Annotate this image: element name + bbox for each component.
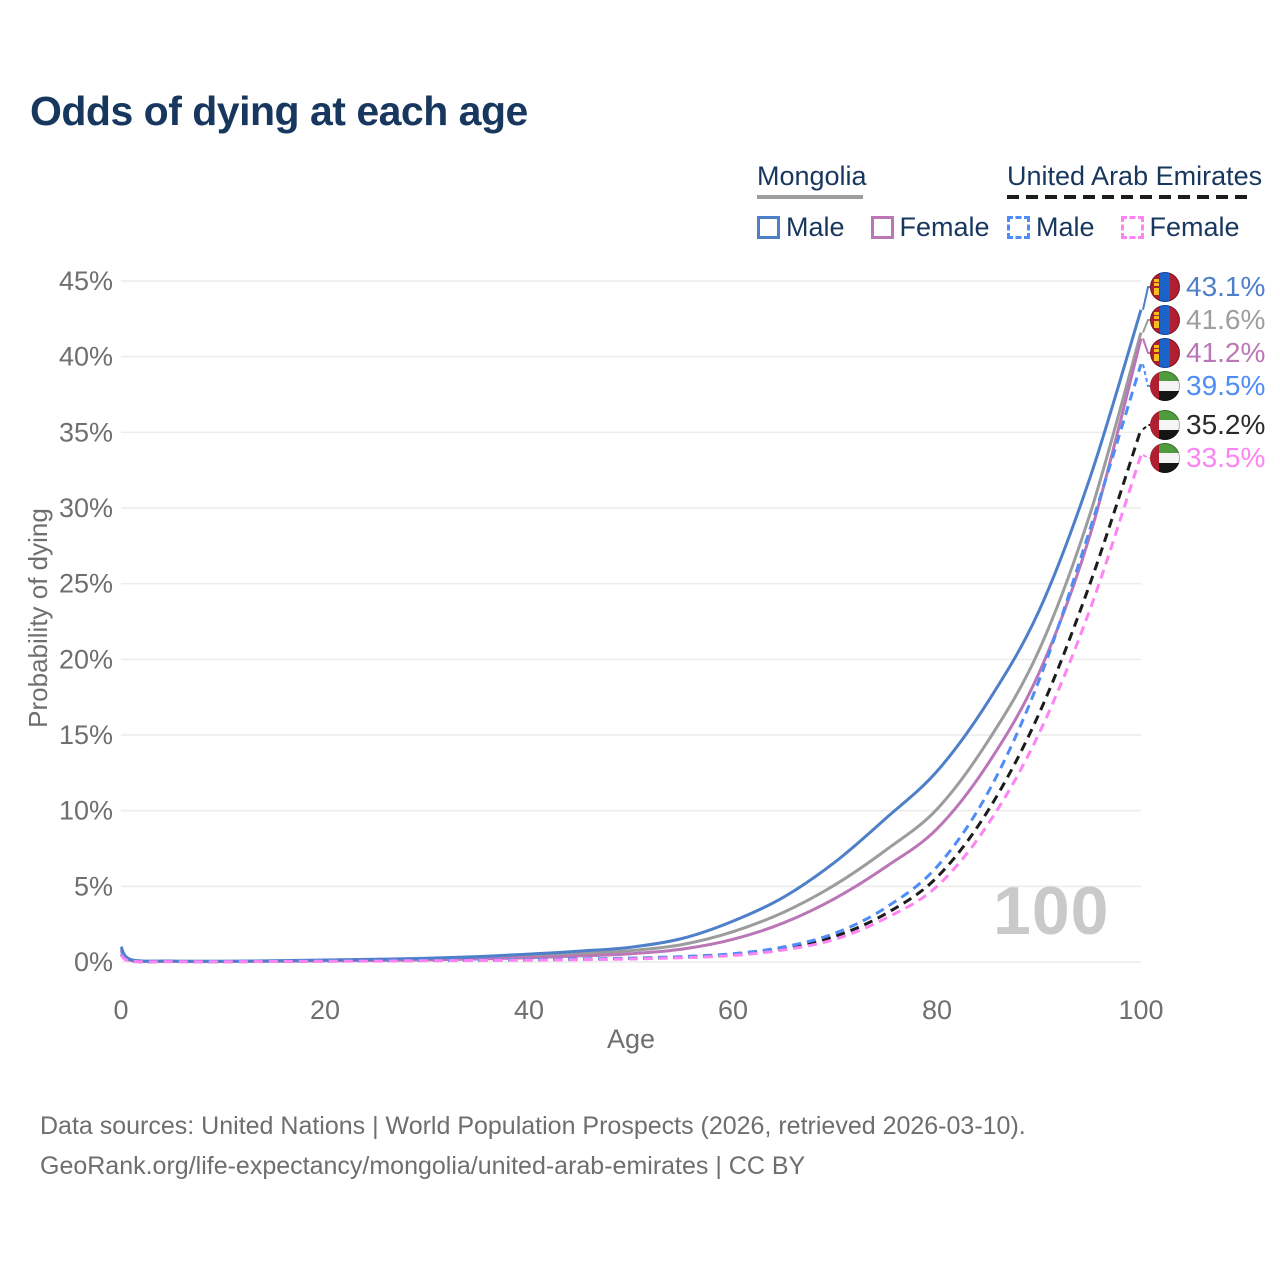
series-line-mongolia-male — [119, 309, 1143, 963]
series-line-mongolia-total — [119, 332, 1143, 963]
x-axis-title: Age — [607, 1024, 655, 1054]
y-tick-label: 0% — [74, 947, 113, 977]
x-tick-label: 0 — [113, 995, 128, 1025]
x-tick-label: 80 — [922, 995, 952, 1025]
legend-group-uae: United Arab Emirates Male Female — [1007, 161, 1266, 243]
y-tick-label: 30% — [59, 493, 113, 523]
legend-item-mongolia-male[interactable]: Male — [757, 212, 845, 243]
end-label-value: 43.1% — [1186, 271, 1266, 302]
y-tick-label: 25% — [59, 569, 113, 599]
y-tick-label: 5% — [74, 871, 113, 901]
end-label-mongolia-total: 41.6% — [1150, 304, 1265, 336]
legend-item-label: Male — [786, 212, 845, 242]
legend-swatch-uae-female — [1120, 216, 1144, 239]
uae-flag-icon — [1150, 410, 1180, 440]
end-label-mongolia-male: 43.1% — [1150, 271, 1265, 303]
x-tick-label: 100 — [1118, 995, 1163, 1025]
legend-item-uae-female[interactable]: Female — [1120, 212, 1240, 243]
legend-header-uae: United Arab Emirates — [1007, 161, 1263, 191]
end-label-value: 39.5% — [1186, 370, 1266, 401]
legend-swatch-mongolia-female — [870, 216, 894, 239]
end-label-uae-male: 39.5% — [1150, 370, 1265, 402]
x-tick-label: 20 — [310, 995, 340, 1025]
y-tick-label: 20% — [59, 644, 113, 674]
series-line-uae-male — [119, 363, 1143, 964]
series-line-uae-total — [119, 428, 1143, 964]
legend-item-mongolia-female[interactable]: Female — [870, 212, 990, 243]
y-tick-label: 45% — [59, 266, 113, 296]
legend-group-mongolia: Mongolia Male Female — [757, 161, 1016, 243]
y-tick-label: 35% — [59, 417, 113, 447]
end-label-mongolia-female: 41.2% — [1150, 337, 1265, 369]
page-title: Odds of dying at each age — [30, 88, 528, 134]
legend-underline-solid — [757, 195, 863, 199]
footer: Data sources: United Nations | World Pop… — [40, 1106, 1026, 1186]
uae-flag-icon — [1150, 443, 1180, 473]
end-label-value: 35.2% — [1186, 409, 1266, 440]
mongolia-flag-icon — [1150, 305, 1180, 335]
mongolia-flag-icon — [1150, 338, 1180, 368]
x-tick-label: 60 — [718, 995, 748, 1025]
series-line-uae-female — [120, 454, 1143, 964]
y-axis-title: Probability of dying — [23, 508, 53, 728]
legend-item-uae-male[interactable]: Male — [1007, 212, 1095, 243]
end-label-uae-female: 33.5% — [1150, 442, 1265, 474]
mongolia-flag-icon — [1150, 272, 1180, 302]
end-label-value: 33.5% — [1186, 442, 1266, 473]
y-tick-label: 40% — [59, 342, 113, 372]
uae-flag-icon — [1150, 371, 1180, 401]
legend-swatch-uae-male — [1007, 216, 1030, 239]
legend-item-label: Female — [899, 212, 990, 242]
end-label-uae-total: 35.2% — [1150, 409, 1265, 441]
end-label-value: 41.2% — [1186, 337, 1266, 368]
attribution-text: GeoRank.org/life-expectancy/mongolia/uni… — [40, 1152, 806, 1180]
legend-underline-dashed — [1007, 195, 1253, 199]
watermark-age-100: 100 — [993, 873, 1110, 949]
legend-item-label: Female — [1149, 212, 1240, 242]
y-tick-label: 15% — [59, 720, 113, 750]
legend-item-label: Male — [1036, 212, 1095, 242]
end-label-value: 41.6% — [1186, 304, 1266, 335]
data-sources-text: Data sources: United Nations | World Pop… — [40, 1112, 1026, 1140]
legend-swatch-mongolia-male — [757, 216, 780, 239]
y-tick-label: 10% — [59, 796, 113, 826]
legend-header-mongolia: Mongolia — [757, 161, 867, 191]
end-label-connector-uae-male — [1142, 364, 1153, 387]
x-tick-label: 40 — [514, 995, 544, 1025]
